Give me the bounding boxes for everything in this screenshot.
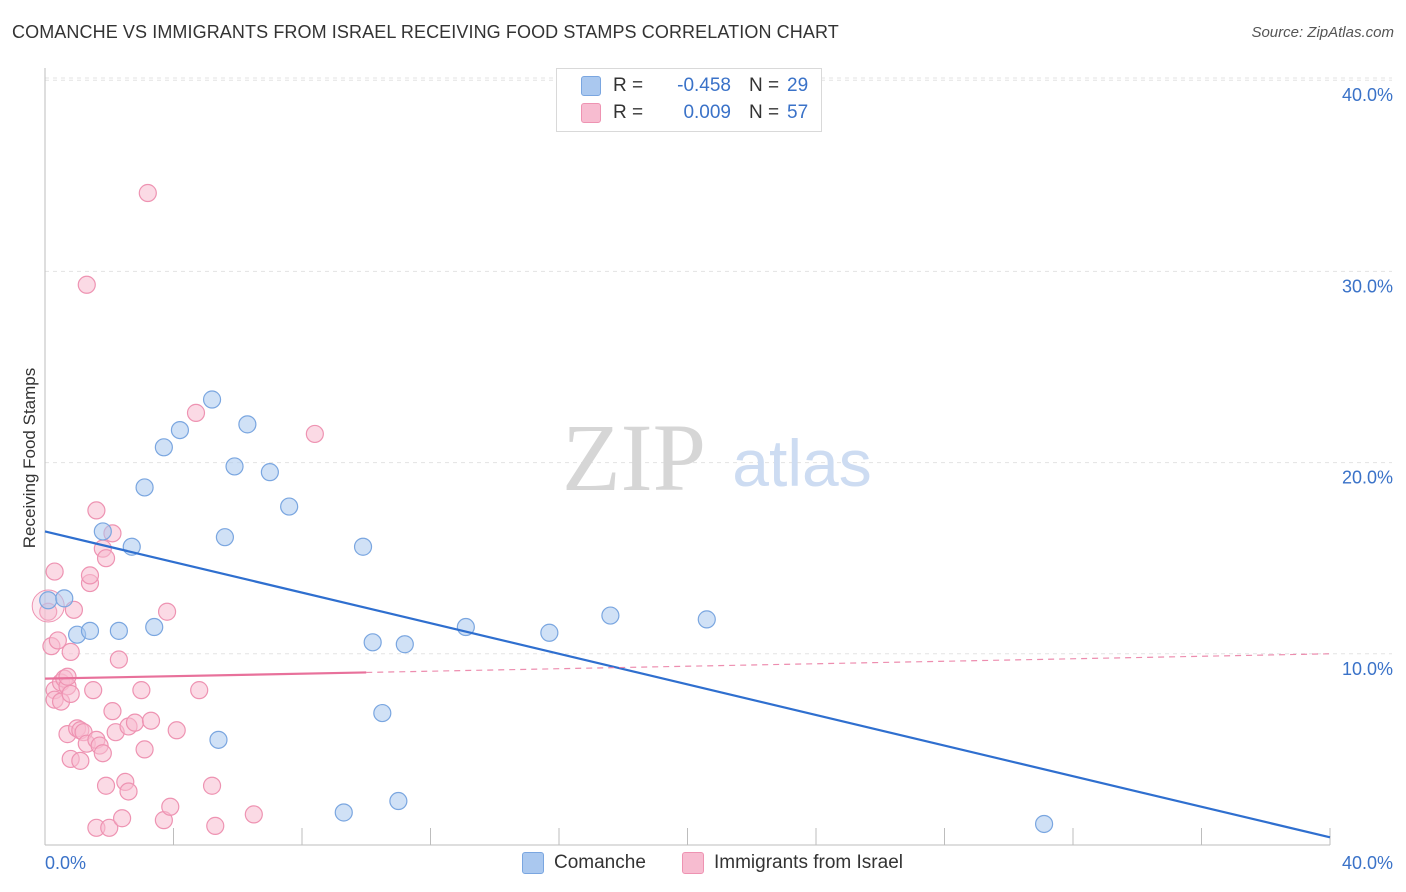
israel-point (157, 602, 177, 621)
israel-point (305, 424, 324, 444)
comanche-point (389, 791, 408, 811)
israel-point (96, 549, 116, 568)
comanche-point (202, 390, 222, 409)
israel-point (48, 631, 67, 650)
comanche-point (109, 621, 128, 640)
comanche-point (353, 537, 373, 556)
tick-labels: 10.0% 20.0% 30.0% 40.0% 0.0% 40.0% (45, 85, 1393, 873)
series-israel-points (31, 183, 324, 837)
legend-r-label: R = (613, 102, 644, 123)
y-tick-label: 30.0% (1342, 276, 1393, 296)
y-tick-label: 20.0% (1342, 468, 1393, 488)
comanche-point (145, 617, 164, 637)
legend-n-value: 57 (787, 102, 809, 123)
comanche-point (697, 610, 716, 629)
comanche-point (280, 497, 299, 516)
comanche-point (215, 528, 234, 547)
israel-point (100, 818, 119, 837)
legend-r-value: -0.458 (677, 75, 731, 96)
comanche-point (135, 478, 154, 497)
israel-point (109, 650, 128, 669)
comanche-point (55, 589, 74, 608)
israel-point (186, 403, 206, 422)
israel-point (58, 667, 77, 686)
comanche-point (363, 633, 382, 652)
israel-point (202, 776, 222, 795)
israel-point (138, 183, 157, 203)
comanche-point (260, 463, 279, 482)
x-tick-label-max: 40.0% (1342, 853, 1393, 873)
israel-point (161, 797, 180, 816)
comanche-point (373, 703, 392, 723)
israel-point (45, 562, 64, 581)
y-tick-label: 10.0% (1342, 659, 1393, 679)
israel-point (141, 711, 161, 730)
legend-label-israel: Immigrants from Israel (714, 852, 903, 873)
series-legend: Comanche Immigrants from Israel (0, 852, 1406, 878)
gridlines (45, 77, 1392, 655)
legend-swatch-comanche (581, 76, 601, 96)
legend-r-label: R = (613, 75, 644, 96)
israel-point (135, 740, 154, 759)
series-comanche-points (39, 390, 1054, 834)
comanche-point (225, 457, 244, 476)
israel-point (119, 782, 138, 801)
israel-point (93, 744, 112, 763)
comanche-point (93, 522, 112, 541)
israel-trend-line (44, 671, 367, 680)
watermark: ZIP atlas (562, 404, 872, 511)
comanche-point (395, 635, 414, 654)
israel-point (190, 681, 209, 700)
watermark-zip: ZIP (562, 404, 706, 511)
israel-point (103, 702, 122, 721)
israel-point (61, 642, 80, 661)
legend-swatch-israel (682, 852, 704, 874)
comanche-point (80, 621, 100, 640)
israel-point (112, 809, 132, 828)
trend-lines (44, 530, 1331, 839)
legend-row-comanche: R = -0.458 N = 29 (581, 73, 808, 99)
legend-item-israel[interactable]: Immigrants from Israel (682, 852, 903, 874)
comanche-point (334, 803, 353, 822)
x-tick-label-min: 0.0% (45, 853, 86, 873)
israel-point (77, 275, 96, 294)
israel-point (167, 721, 186, 740)
comanche-point (238, 415, 257, 434)
legend-n-value: 29 (787, 75, 809, 96)
comanche-point (39, 591, 58, 610)
watermark-atlas: atlas (732, 426, 871, 500)
correlation-legend: R = -0.458 N = 29 R = 0.009 N = 57 (556, 68, 822, 132)
israel-point (125, 713, 145, 732)
chart-title: COMANCHE VS IMMIGRANTS FROM ISRAEL RECEI… (12, 22, 839, 42)
legend-swatch-comanche (522, 852, 544, 874)
comanche-trend-line (44, 530, 1331, 839)
legend-n-label: N = (749, 75, 780, 96)
israel-point (84, 681, 103, 700)
legend-r-value: 0.009 (683, 102, 731, 123)
legend-item-comanche[interactable]: Comanche (522, 852, 646, 874)
legend-row-israel: R = 0.009 N = 57 (581, 100, 808, 126)
comanche-point (601, 606, 620, 625)
israel-point (132, 681, 151, 700)
y-tick-label: 40.0% (1342, 85, 1393, 105)
source-label: Source: ZipAtlas.com (1251, 24, 1394, 41)
israel-point (80, 566, 100, 585)
legend-label-comanche: Comanche (554, 852, 646, 873)
comanche-point (540, 623, 559, 642)
israel-point (71, 751, 90, 770)
comanche-point (154, 438, 173, 457)
legend-n-label: N = (749, 102, 780, 123)
comanche-point (1034, 814, 1054, 834)
comanche-point (170, 420, 190, 440)
israel-point (87, 501, 106, 520)
comanche-point (209, 730, 228, 749)
israel-point (61, 684, 80, 704)
israel-point (244, 805, 263, 824)
israel-point (206, 816, 225, 835)
axes (44, 68, 1331, 846)
israel-point (96, 776, 116, 795)
legend-swatch-israel (581, 103, 601, 123)
israel-trend-line-extrapolated (366, 653, 1331, 674)
